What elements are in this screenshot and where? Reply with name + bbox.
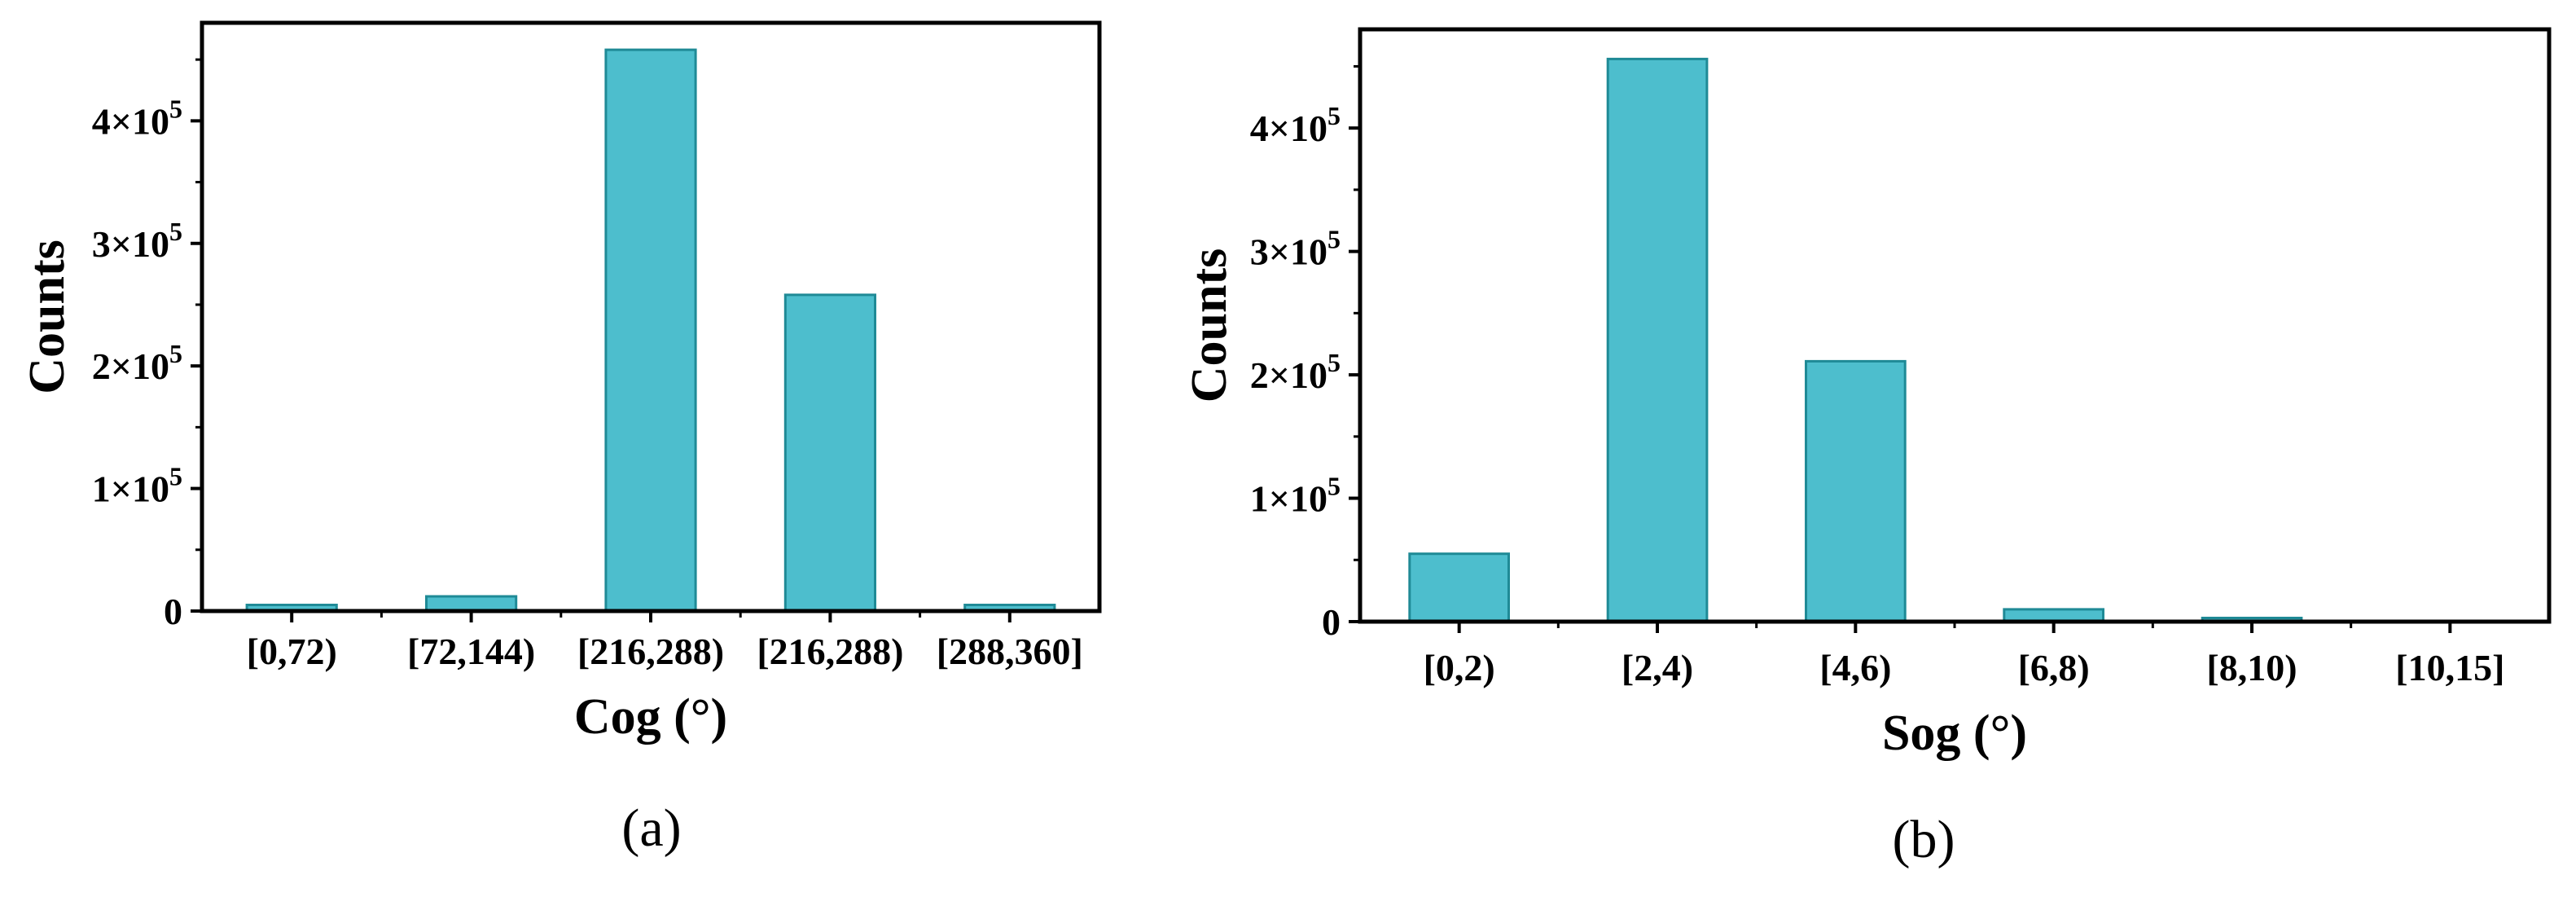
x-tick-label: [8,10) [2206, 647, 2297, 688]
chart-a: [0,72) [72,144) [216,288) [216,288) [288,360… [20, 20, 1102, 858]
chart-b: [0,2) [2,4) [4,6) [6,8) [8,10) [10,15] 0 1×105 2… [1182, 27, 2552, 869]
y-tick-label: 3×105 [1250, 225, 1341, 273]
bar [1805, 359, 1907, 623]
x-tick-label: [0,2) [1424, 647, 1495, 688]
x-axis-title: Cog (°) [574, 689, 727, 745]
x-tick-label: [4,6) [1819, 647, 1891, 688]
bar [425, 595, 518, 613]
bar [604, 48, 697, 613]
x-tick-label: [288,360] [937, 631, 1083, 672]
y-axis-title: Counts [1182, 248, 1237, 403]
x-tick-label: [72,144) [407, 631, 535, 672]
x-tick-label: [216,288) [577, 631, 724, 672]
y-tick-label: 0 [1322, 601, 1341, 643]
x-tick-label: [10,15] [2395, 647, 2504, 688]
panel-label: (b) [1893, 810, 1955, 869]
bar [783, 293, 876, 613]
x-tick-label: [6,8) [2018, 647, 2090, 688]
x-axis-title: Sog (°) [1882, 706, 2027, 761]
y-tick-label: 2×105 [1250, 348, 1341, 396]
y-tick-label: 3×105 [92, 217, 182, 265]
x-tick-label: [2,4) [1622, 647, 1693, 688]
panel-label: (a) [621, 798, 681, 858]
y-tick-label: 4×105 [1250, 101, 1341, 149]
y-tick-label: 1×105 [1250, 472, 1341, 520]
y-tick-label: 0 [164, 591, 182, 632]
y-tick-label: 2×105 [92, 339, 182, 387]
bar [1408, 552, 1511, 623]
x-tick-label: [216,288) [757, 631, 903, 672]
y-axis-title: Counts [20, 240, 75, 394]
x-tick-label: [0,72) [247, 631, 337, 672]
bar [1606, 57, 1709, 623]
y-tick-label: 4×105 [92, 94, 182, 142]
y-tick-label: 1×105 [92, 462, 182, 510]
plot-frame [1358, 27, 2552, 624]
